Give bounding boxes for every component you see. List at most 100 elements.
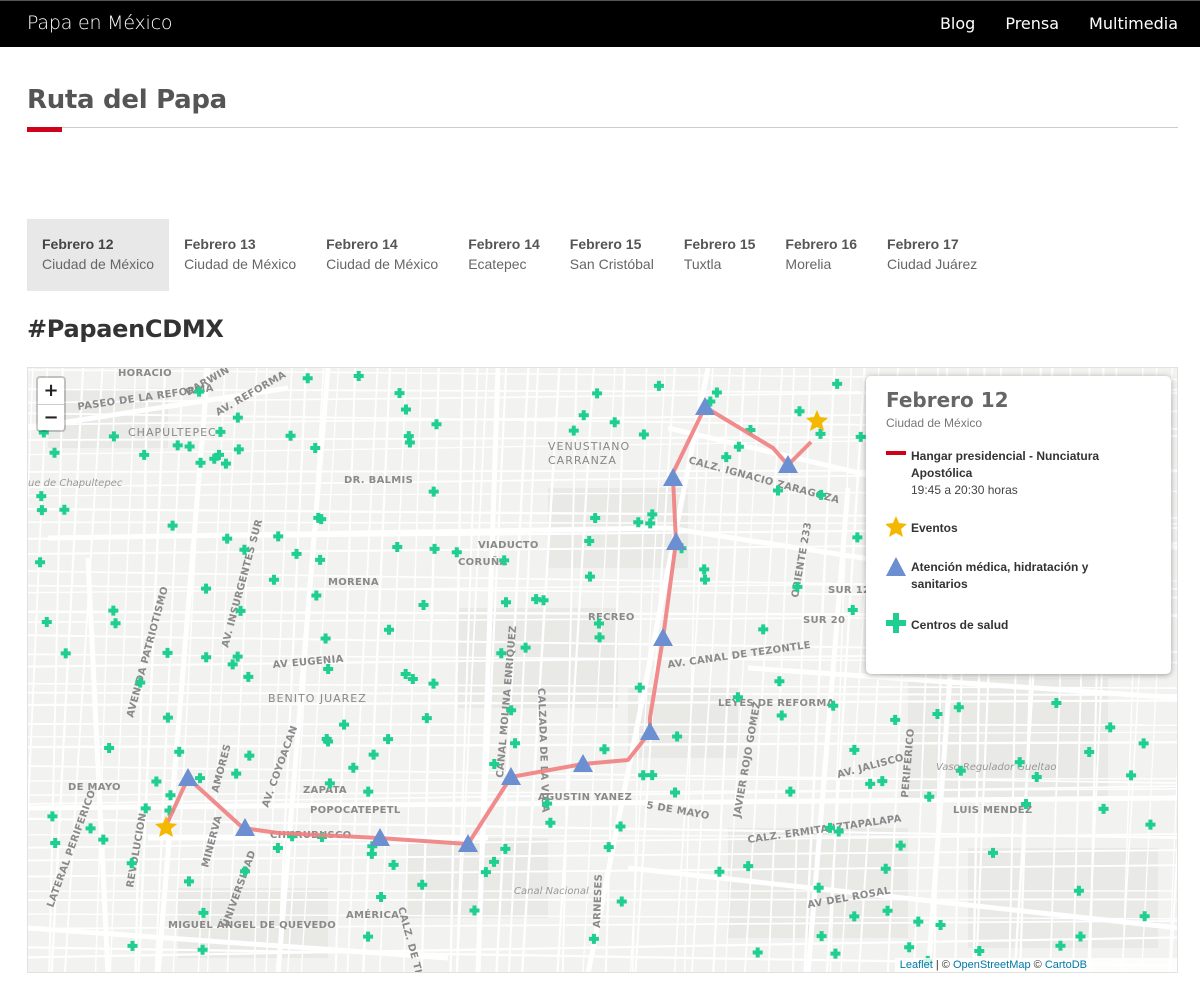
cross-icon[interactable] (220, 458, 231, 469)
cross-icon[interactable] (197, 944, 208, 955)
triangle-icon[interactable] (640, 722, 660, 740)
cross-icon[interactable] (59, 504, 70, 515)
cross-icon[interactable] (590, 512, 601, 523)
cross-icon[interactable] (243, 671, 254, 682)
cross-icon[interactable] (367, 841, 378, 852)
cross-icon[interactable] (239, 866, 250, 877)
tab-febrero-16-morelia[interactable]: Febrero 16 Morelia (770, 219, 872, 291)
cross-icon[interactable] (510, 738, 521, 749)
cross-icon[interactable] (417, 879, 428, 890)
cross-icon[interactable] (85, 823, 96, 834)
cross-icon[interactable] (877, 776, 888, 787)
cross-icon[interactable] (310, 443, 321, 454)
cross-icon[interactable] (480, 867, 491, 878)
cross-icon[interactable] (172, 440, 183, 451)
cross-icon[interactable] (235, 605, 246, 616)
cross-icon[interactable] (233, 444, 244, 455)
cross-icon[interactable] (774, 676, 785, 687)
cross-icon[interactable] (542, 798, 553, 809)
cross-icon[interactable] (1145, 819, 1156, 830)
cross-icon[interactable] (302, 373, 313, 384)
cross-icon[interactable] (672, 731, 683, 742)
cross-icon[interactable] (164, 805, 175, 816)
triangle-icon[interactable] (573, 754, 593, 772)
cross-icon[interactable] (428, 486, 439, 497)
cross-icon[interactable] (268, 574, 279, 585)
cross-icon[interactable] (98, 834, 109, 845)
cross-icon[interactable] (895, 840, 906, 851)
cross-icon[interactable] (1084, 746, 1095, 757)
cross-icon[interactable] (183, 876, 194, 887)
cross-icon[interactable] (363, 786, 374, 797)
cross-icon[interactable] (394, 388, 405, 399)
cross-icon[interactable] (832, 378, 843, 389)
cross-icon[interactable] (499, 555, 510, 566)
cross-icon[interactable] (855, 431, 866, 442)
triangle-icon[interactable] (178, 768, 198, 786)
star-icon[interactable] (155, 816, 177, 837)
cross-icon[interactable] (215, 426, 226, 437)
cross-icon[interactable] (400, 404, 411, 415)
cross-icon[interactable] (584, 571, 595, 582)
cross-icon[interactable] (615, 821, 626, 832)
cross-icon[interactable] (38, 427, 49, 438)
cross-icon[interactable] (813, 882, 824, 893)
cross-icon[interactable] (828, 700, 839, 711)
cross-icon[interactable] (35, 557, 46, 568)
cross-icon[interactable] (140, 803, 151, 814)
cross-icon[interactable] (974, 946, 985, 957)
cross-icon[interactable] (232, 651, 243, 662)
cross-icon[interactable] (232, 412, 243, 423)
cross-icon[interactable] (1021, 798, 1032, 809)
cross-icon[interactable] (174, 746, 185, 757)
zoom-out-button[interactable]: − (38, 404, 64, 430)
cross-icon[interactable] (135, 677, 146, 688)
cross-icon[interactable] (638, 429, 649, 440)
cross-icon[interactable] (50, 838, 61, 849)
tab-febrero-14-cdmx[interactable]: Febrero 14 Ciudad de México (311, 219, 453, 291)
cross-icon[interactable] (501, 597, 512, 608)
cross-icon[interactable] (705, 396, 716, 407)
cross-icon[interactable] (714, 866, 725, 877)
cross-icon[interactable] (852, 532, 863, 543)
cross-icon[interactable] (653, 380, 664, 391)
cross-icon[interactable] (647, 509, 658, 520)
tab-febrero-13-cdmx[interactable]: Febrero 13 Ciudad de México (169, 219, 311, 291)
cross-icon[interactable] (49, 447, 60, 458)
cross-icon[interactable] (520, 642, 531, 653)
cross-icon[interactable] (633, 517, 644, 528)
cross-icon[interactable] (1055, 940, 1066, 951)
cross-icon[interactable] (201, 583, 212, 594)
cross-icon[interactable] (287, 831, 298, 842)
cross-icon[interactable] (1075, 931, 1086, 942)
cross-icon[interactable] (383, 734, 394, 745)
cross-icon[interactable] (1014, 757, 1025, 768)
nav-link-blog[interactable]: Blog (939, 14, 976, 33)
cross-icon[interactable] (108, 431, 119, 442)
cross-icon[interactable] (593, 618, 604, 629)
cross-icon[interactable] (1073, 885, 1084, 896)
cross-icon[interactable] (222, 533, 233, 544)
cross-icon[interactable] (165, 790, 176, 801)
cross-icon[interactable] (634, 682, 645, 693)
cross-icon[interactable] (1098, 803, 1109, 814)
cross-icon[interactable] (407, 673, 418, 684)
cross-icon[interactable] (815, 428, 826, 439)
cross-icon[interactable] (816, 489, 827, 500)
triangle-icon[interactable] (663, 468, 683, 486)
cross-icon[interactable] (816, 931, 827, 942)
cross-icon[interactable] (195, 773, 206, 784)
cross-icon[interactable] (588, 933, 599, 944)
cross-icon[interactable] (36, 491, 47, 502)
cross-icon[interactable] (531, 594, 542, 605)
cross-icon[interactable] (388, 859, 399, 870)
cross-icon[interactable] (151, 776, 162, 787)
cross-icon[interactable] (647, 770, 658, 781)
cross-icon[interactable] (935, 920, 946, 931)
cross-icon[interactable] (418, 599, 429, 610)
cross-icon[interactable] (320, 633, 331, 644)
cross-icon[interactable] (794, 406, 805, 417)
cross-icon[interactable] (732, 692, 743, 703)
cross-icon[interactable] (273, 531, 284, 542)
cross-icon[interactable] (366, 848, 377, 859)
